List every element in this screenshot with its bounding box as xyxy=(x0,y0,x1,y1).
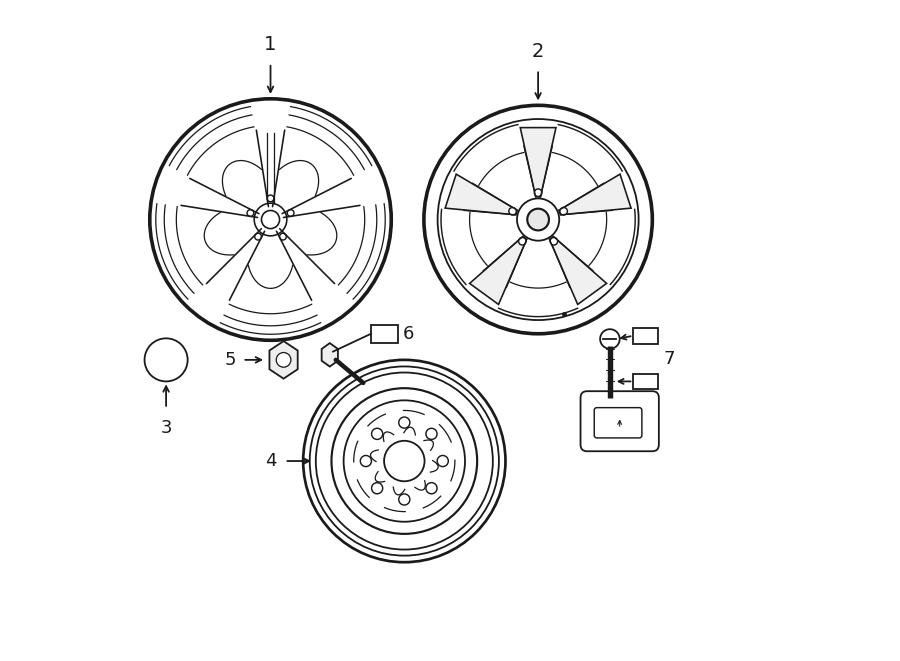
Circle shape xyxy=(372,428,382,440)
Circle shape xyxy=(344,401,465,522)
Circle shape xyxy=(255,233,262,240)
Polygon shape xyxy=(470,237,526,305)
Polygon shape xyxy=(446,174,518,215)
Text: 6: 6 xyxy=(402,325,414,343)
Circle shape xyxy=(276,352,291,368)
Polygon shape xyxy=(321,343,338,367)
Text: 2: 2 xyxy=(532,42,544,61)
Circle shape xyxy=(518,237,526,245)
Circle shape xyxy=(316,373,493,549)
Bar xyxy=(634,328,658,344)
Circle shape xyxy=(535,189,542,196)
Circle shape xyxy=(560,208,567,215)
Circle shape xyxy=(384,441,425,481)
Text: 1: 1 xyxy=(265,36,276,54)
Circle shape xyxy=(426,483,437,494)
Circle shape xyxy=(424,105,652,334)
Circle shape xyxy=(149,98,392,340)
Circle shape xyxy=(145,338,187,381)
Circle shape xyxy=(399,417,410,428)
FancyBboxPatch shape xyxy=(594,408,642,438)
Circle shape xyxy=(254,203,287,236)
Polygon shape xyxy=(559,174,631,215)
Circle shape xyxy=(517,198,559,241)
Circle shape xyxy=(600,329,620,349)
Text: 7: 7 xyxy=(663,350,675,368)
Circle shape xyxy=(310,366,499,556)
Polygon shape xyxy=(520,128,556,197)
Text: 3: 3 xyxy=(160,418,172,437)
Circle shape xyxy=(372,483,382,494)
Text: 5: 5 xyxy=(224,351,236,369)
Circle shape xyxy=(287,210,294,216)
Circle shape xyxy=(331,388,477,534)
Bar xyxy=(371,325,399,343)
Circle shape xyxy=(360,455,372,467)
Circle shape xyxy=(437,455,448,467)
Circle shape xyxy=(426,428,437,440)
Circle shape xyxy=(280,233,286,240)
Circle shape xyxy=(267,195,274,202)
Bar xyxy=(634,373,658,389)
Circle shape xyxy=(399,494,410,505)
Circle shape xyxy=(262,210,280,229)
Circle shape xyxy=(508,208,517,215)
Circle shape xyxy=(550,237,558,245)
Circle shape xyxy=(247,210,254,216)
Polygon shape xyxy=(550,237,607,305)
Polygon shape xyxy=(269,341,298,379)
Text: 4: 4 xyxy=(266,452,276,470)
Circle shape xyxy=(303,360,506,563)
FancyBboxPatch shape xyxy=(580,391,659,451)
Circle shape xyxy=(527,209,549,231)
Circle shape xyxy=(437,119,639,320)
